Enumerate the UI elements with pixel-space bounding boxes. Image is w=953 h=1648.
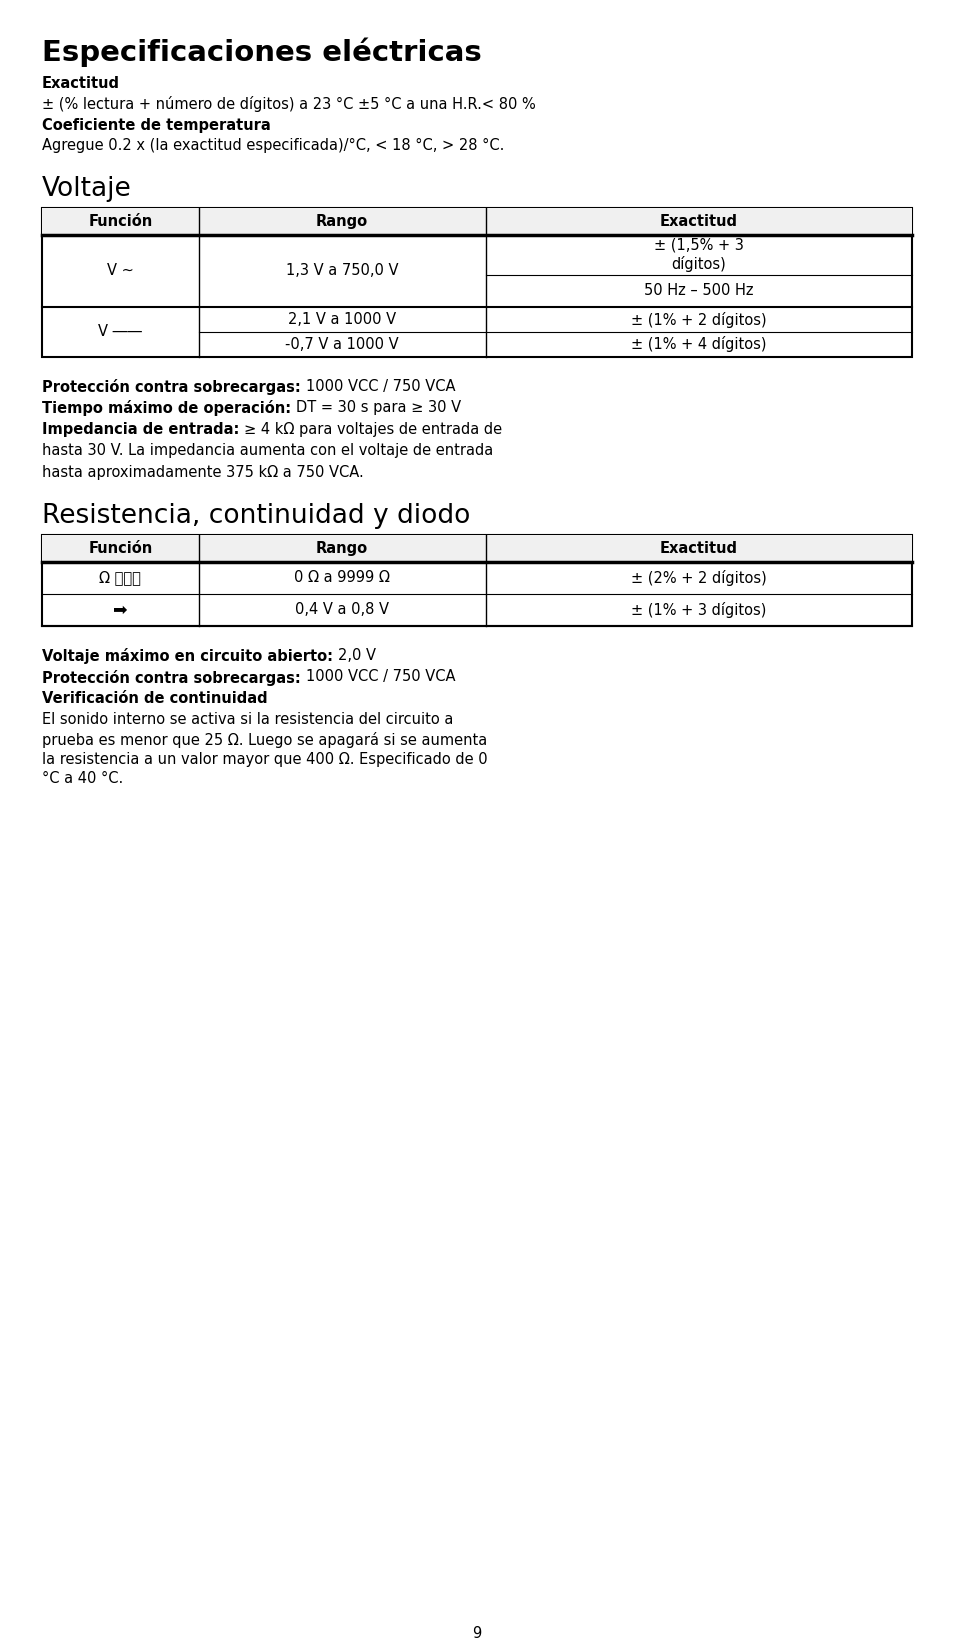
Text: Rango: Rango: [315, 541, 368, 555]
Text: Protección contra sobrecargas:: Protección contra sobrecargas:: [42, 379, 306, 396]
Text: Resistencia, continuidad y diodo: Resistencia, continuidad y diodo: [42, 503, 470, 529]
Bar: [42, 536, 911, 562]
Text: Rango: Rango: [315, 214, 368, 229]
Text: Voltaje: Voltaje: [42, 176, 132, 203]
Bar: [42, 208, 911, 236]
Text: Tiempo máximo de operación:: Tiempo máximo de operación:: [42, 400, 296, 417]
Text: V ∼: V ∼: [107, 264, 133, 279]
Text: Agregue 0.2 x (la exactitud especificada)/°C, < 18 °C, > 28 °C.: Agregue 0.2 x (la exactitud especificada…: [42, 138, 504, 153]
Text: 9: 9: [472, 1627, 481, 1641]
Text: Función: Función: [88, 214, 152, 229]
Text: Función: Función: [88, 541, 152, 555]
Text: Impedancia de entrada:: Impedancia de entrada:: [42, 422, 244, 437]
Text: Exactitud: Exactitud: [659, 214, 737, 229]
Bar: [42, 208, 911, 358]
Text: 1000 VCC / 750 VCA: 1000 VCC / 750 VCA: [306, 379, 455, 394]
Text: hasta aproximadamente 375 kΩ a 750 VCA.: hasta aproximadamente 375 kΩ a 750 VCA.: [42, 465, 363, 480]
Text: ± (1% + 2 dígitos): ± (1% + 2 dígitos): [630, 311, 766, 328]
Text: 2,1 V a 1000 V: 2,1 V a 1000 V: [288, 311, 395, 326]
Text: 2,0 V: 2,0 V: [337, 648, 375, 662]
Text: Coeficiente de temperatura: Coeficiente de temperatura: [42, 119, 271, 133]
Text: ± (1,5% + 3
dígitos): ± (1,5% + 3 dígitos): [653, 237, 743, 272]
Text: ≥ 4 kΩ para voltajes de entrada de: ≥ 4 kΩ para voltajes de entrada de: [244, 422, 502, 437]
Bar: [42, 536, 911, 626]
Text: ± (1% + 3 dígitos): ± (1% + 3 dígitos): [631, 602, 765, 618]
Text: 0 Ω a 9999 Ω: 0 Ω a 9999 Ω: [294, 570, 390, 585]
Text: V ――: V ――: [98, 325, 142, 339]
Text: -0,7 V a 1000 V: -0,7 V a 1000 V: [285, 336, 398, 353]
Text: 1000 VCC / 750 VCA: 1000 VCC / 750 VCA: [306, 669, 455, 684]
Text: Especificaciones eléctricas: Especificaciones eléctricas: [42, 38, 481, 68]
Text: Exactitud: Exactitud: [42, 76, 120, 91]
Text: 0,4 V a 0,8 V: 0,4 V a 0,8 V: [294, 603, 389, 618]
Text: ± (2% + 2 dígitos): ± (2% + 2 dígitos): [630, 570, 766, 587]
Text: 50 Hz – 500 Hz: 50 Hz – 500 Hz: [643, 283, 753, 298]
Text: Verificación de continuidad: Verificación de continuidad: [42, 691, 268, 705]
Text: 1,3 V a 750,0 V: 1,3 V a 750,0 V: [286, 264, 398, 279]
Text: El sonido interno se activa si la resistencia del circuito a
prueba es menor que: El sonido interno se activa si la resist…: [42, 712, 487, 786]
Text: hasta 30 V. La impedancia aumenta con el voltaje de entrada: hasta 30 V. La impedancia aumenta con el…: [42, 443, 493, 458]
Text: Protección contra sobrecargas:: Protección contra sobrecargas:: [42, 669, 306, 686]
Text: ± (% lectura + número de dígitos) a 23 °C ±5 °C a una H.R.< 80 %: ± (% lectura + número de dígitos) a 23 °…: [42, 96, 536, 112]
Text: Ω ⧖⧖⧖: Ω ⧖⧖⧖: [99, 570, 141, 585]
Text: ➡: ➡: [113, 602, 128, 620]
Text: ± (1% + 4 dígitos): ± (1% + 4 dígitos): [631, 336, 766, 353]
Text: Exactitud: Exactitud: [659, 541, 737, 555]
Text: Voltaje máximo en circuito abierto:: Voltaje máximo en circuito abierto:: [42, 648, 337, 664]
Text: DT = 30 s para ≥ 30 V: DT = 30 s para ≥ 30 V: [296, 400, 461, 415]
